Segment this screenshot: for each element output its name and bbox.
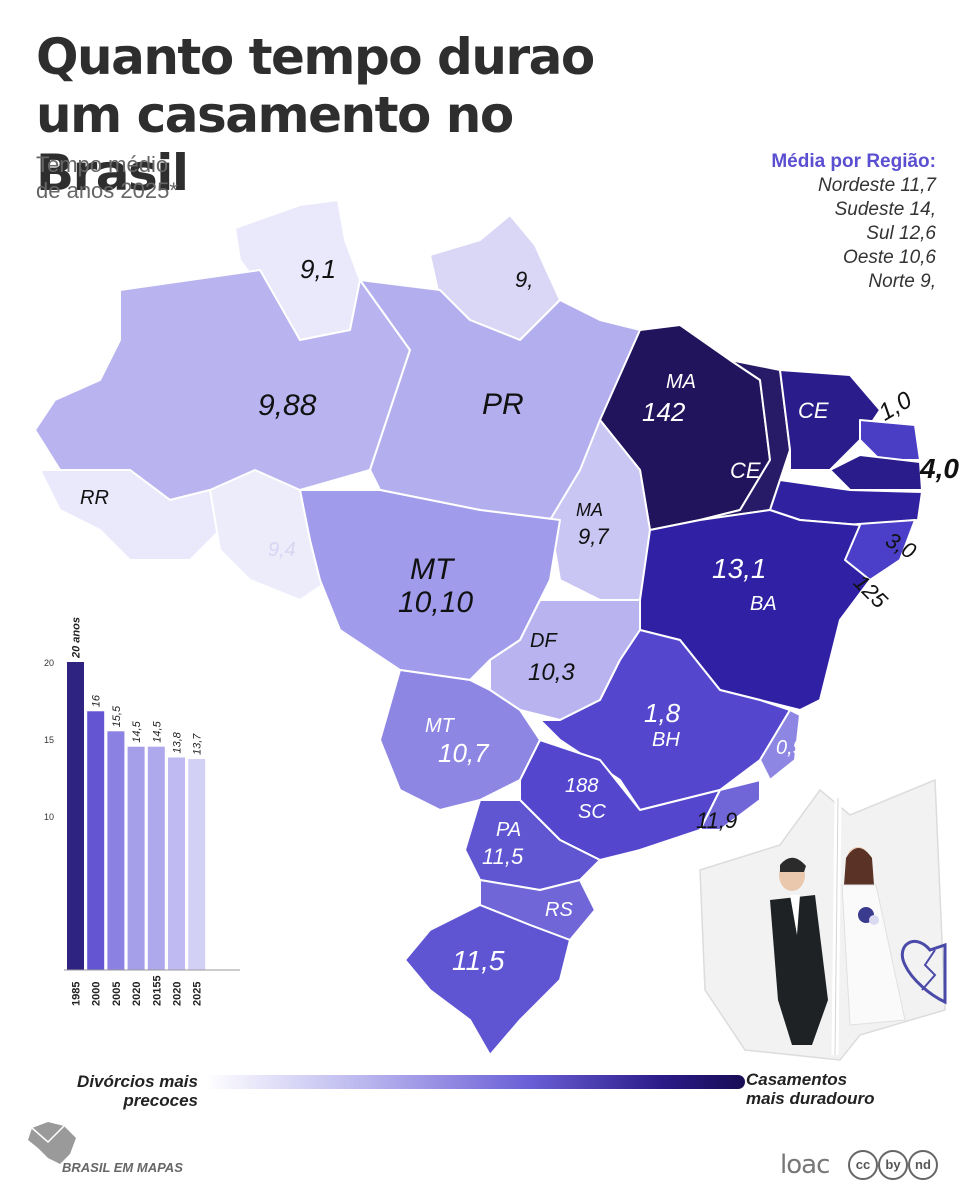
bar-value-label: 15,5 (111, 705, 123, 727)
gradient-label-right: Casamentos mais duradouro (746, 1070, 874, 1108)
bar-year-label: 2025 (192, 982, 204, 1006)
region-legend-item: Sudeste 14, (834, 199, 936, 220)
region-legend-item: Norte 9, (868, 271, 936, 292)
map-label-pa-state: PR (482, 388, 524, 421)
gradient-left-line-1: Divórcios mais (77, 1072, 198, 1091)
title-line-1: Quanto tempo durao (36, 28, 595, 86)
region-legend-item: Oeste 10,6 (843, 247, 936, 268)
map-label-df: DF (530, 630, 558, 652)
map-label-ap: 9, (515, 267, 533, 292)
map-label-ba: BA (750, 593, 777, 615)
map-state-sp (519, 739, 721, 861)
map-label-mg: BH (652, 729, 680, 751)
gradient-right-line-1: Casamentos (746, 1070, 848, 1089)
map-label-am: 9,88 (258, 389, 317, 422)
map-label-df-val: 10,3 (528, 659, 575, 686)
page-title: Quanto tempo durao um casamento no Brasi… (36, 28, 676, 202)
map-label-ms-val: 10,7 (438, 738, 490, 768)
subtitle-line-2: de anos 2025* (36, 178, 178, 203)
torn-wedding-photo (699, 778, 947, 1061)
cc-nd-icon: nd (908, 1150, 938, 1180)
bar-year-label: 2005 (111, 982, 123, 1006)
y-tick-label: 10 (44, 812, 54, 822)
map-state-pb (829, 454, 923, 491)
bar (188, 759, 206, 970)
bar-year-label: 2000 (91, 982, 103, 1006)
map-label-mt-val: 10,10 (398, 586, 473, 619)
bar-value-label: 13,8 (172, 731, 184, 753)
bar-value-label: 14,5 (151, 720, 163, 742)
map-state-rj (699, 779, 761, 831)
map-label-pb: 4,0 (919, 453, 959, 484)
bar-value-label: 16 (91, 694, 103, 707)
map-label-rr-top: 9,1 (300, 254, 336, 284)
bar-year-label: 2020 (172, 982, 184, 1006)
brasil-em-mapas-logo (28, 1122, 76, 1164)
region-average-legend: Média por Região: Nordeste 11,7 Sudeste … (771, 150, 936, 294)
map-label-sp: SC (578, 801, 606, 823)
bar-value-label: 14,5 (131, 720, 143, 742)
bar-value-label: 20 anos (71, 617, 83, 659)
map-label-rr: RR (80, 487, 109, 509)
bar (67, 662, 84, 970)
title-line-2: um casamento no Brasil (36, 86, 514, 202)
map-label-rs-val: 11,5 (452, 945, 505, 976)
cc-icon: cc (848, 1150, 878, 1180)
map-label-ma: MA (666, 371, 696, 393)
bar (147, 746, 165, 970)
map-label-ba-val: 13,1 (712, 553, 767, 584)
region-legend-item: Nordeste 11,7 (818, 175, 936, 196)
loac-logo: loac (780, 1150, 830, 1180)
bar-year-label: 20155 (151, 975, 163, 1006)
map-label-sc: RS (545, 899, 573, 921)
map-label-to: MA (576, 500, 603, 520)
gradient-label-left: Divórcios mais precoces (74, 1072, 198, 1110)
gradient-left-line-2: precoces (123, 1091, 198, 1110)
region-legend-item: Sul 12,6 (866, 223, 936, 244)
bar-year-label: 2020 (131, 982, 143, 1006)
bar-chart: 20 15 10 20 anos 1985 16 2000 15,5 2005 14,5 2020… (40, 610, 250, 1010)
map-label-ma-val: 142 (642, 397, 686, 427)
cc-by-icon: by (878, 1150, 908, 1180)
gradient-right-line-2: mais duradouro (746, 1089, 875, 1108)
map-state-rs (404, 904, 571, 1056)
bar (127, 746, 145, 970)
map-state-ac (39, 469, 221, 561)
map-label-rj: 11,9 (696, 808, 737, 833)
brand-name: BRASIL EM MAPAS (62, 1160, 183, 1175)
y-tick-label: 15 (44, 735, 54, 745)
map-label-pr-val: 11,5 (482, 844, 524, 869)
bar-value-label: 13,7 (192, 733, 204, 755)
bar-chart-svg: 20 15 10 20 anos 1985 16 2000 15,5 2005 14,5 2020… (44, 617, 240, 1006)
map-label-es: 0,9 (776, 737, 804, 759)
bar (168, 757, 185, 970)
map-label-pr: PA (496, 819, 521, 841)
map-label-ms: MT (425, 715, 456, 737)
map-state-es (759, 709, 801, 781)
map-label-ac: 9,4 (268, 539, 296, 561)
region-legend-title: Média por Região: (771, 151, 936, 172)
subtitle-line-1: Tempo médio (36, 152, 169, 177)
map-state-rn (859, 419, 921, 461)
map-label-ce-b: CE (730, 458, 761, 483)
map-label-sp-val: 188 (565, 775, 598, 797)
bar (107, 731, 125, 970)
map-label-mt: MT (410, 553, 456, 586)
bar (87, 711, 105, 970)
subtitle: Tempo médio de anos 2025* (36, 152, 178, 204)
map-label-mg-val: 1,8 (644, 698, 681, 728)
map-state-ce (779, 369, 881, 471)
bar-year-label: 1985 (71, 982, 83, 1006)
map-label-rn: 1,0 (874, 386, 917, 426)
map-label-to-val: 9,7 (578, 524, 609, 549)
color-gradient-bar (205, 1075, 745, 1089)
y-tick-label: 20 (44, 658, 54, 668)
map-label-ce: CE (798, 398, 829, 423)
